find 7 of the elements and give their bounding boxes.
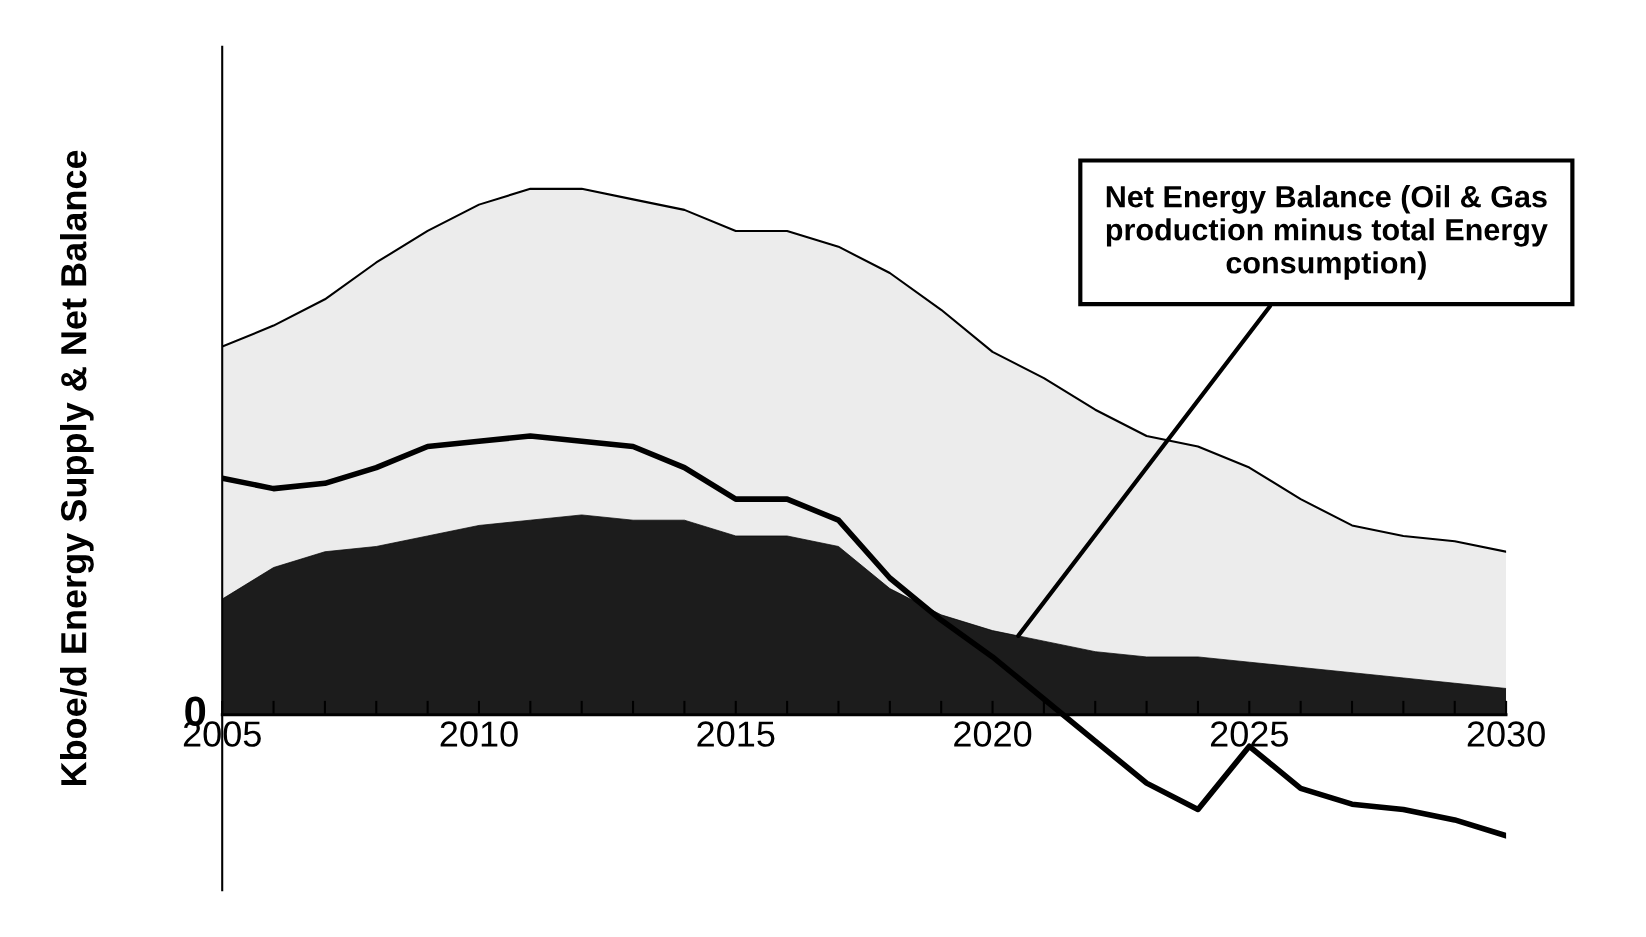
x-tick-label: 2030 — [1467, 721, 1545, 747]
x-tick-label: 2020 — [954, 721, 1032, 747]
y-axis-title: Kboe/d Energy Supply & Net Balance — [60, 150, 94, 786]
x-tick-label: 2010 — [440, 721, 518, 747]
x-tick-label: 2025 — [1210, 721, 1288, 747]
annotation: Net Energy Balance (Oil & Gas production minus total Energy consumption) — [1106, 185, 1548, 280]
x-tick-label: 2015 — [697, 721, 775, 747]
